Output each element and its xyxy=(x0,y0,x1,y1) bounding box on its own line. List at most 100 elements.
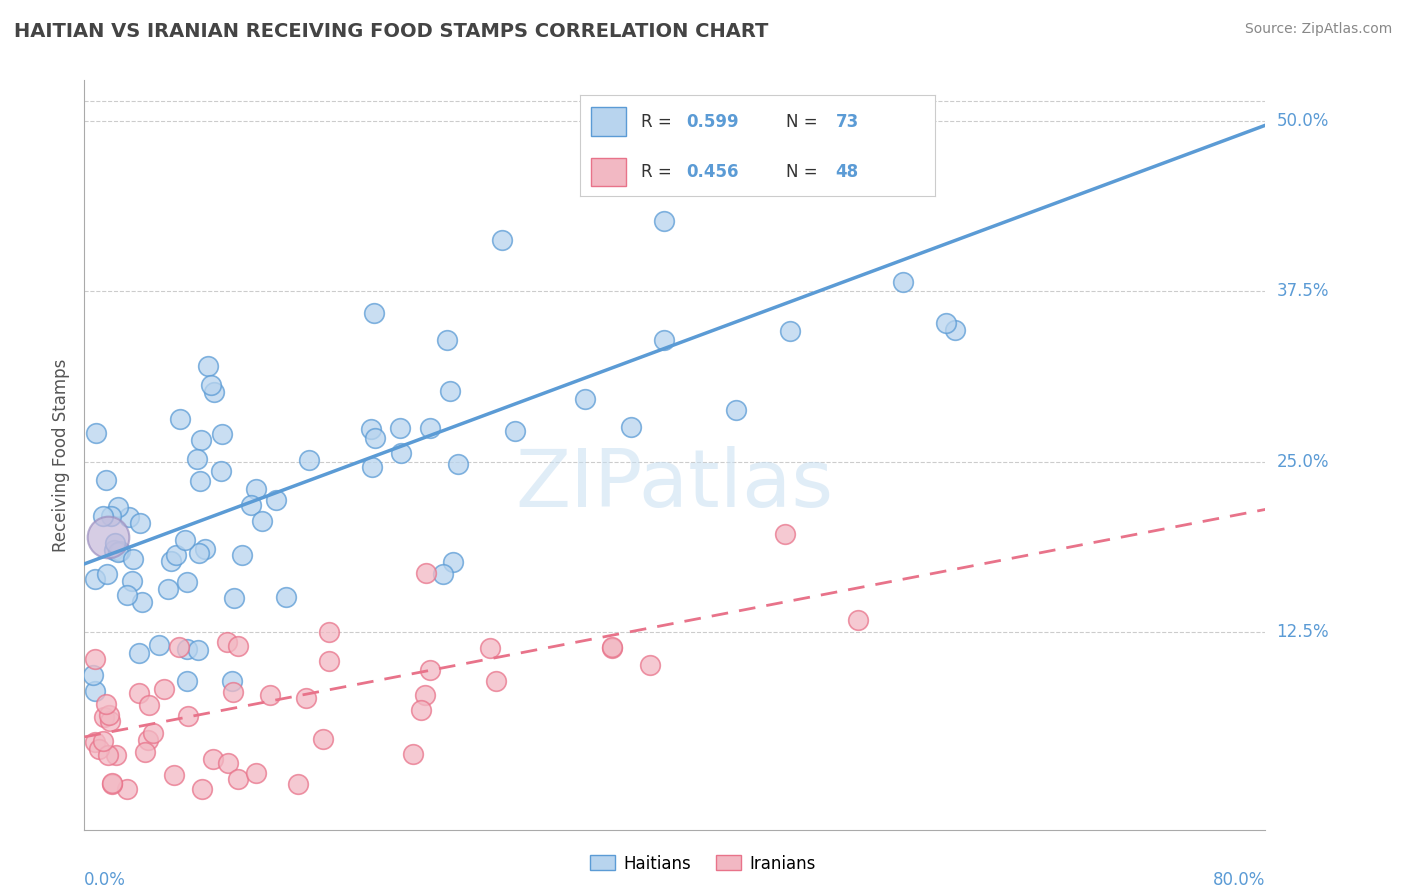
Y-axis label: Receiving Food Stamps: Receiving Food Stamps xyxy=(52,359,70,551)
Point xyxy=(226,772,249,786)
Text: 25.0%: 25.0% xyxy=(1277,453,1329,471)
Point xyxy=(191,781,214,796)
Point xyxy=(389,446,412,460)
Point xyxy=(222,684,245,698)
Point xyxy=(360,422,382,436)
Point xyxy=(98,708,121,723)
Point xyxy=(82,668,104,682)
Point xyxy=(432,566,454,581)
Point xyxy=(118,509,141,524)
Point xyxy=(108,543,131,558)
Point xyxy=(91,508,114,523)
Point xyxy=(360,460,382,475)
Text: ZIPatlas: ZIPatlas xyxy=(516,446,834,524)
Point xyxy=(93,710,115,724)
Point xyxy=(91,734,114,748)
Point xyxy=(186,452,208,467)
Point xyxy=(84,573,107,587)
Point xyxy=(419,421,441,435)
Point xyxy=(165,548,187,562)
Point xyxy=(402,747,425,762)
Point xyxy=(226,639,249,653)
Point xyxy=(209,464,232,478)
Point xyxy=(153,682,176,697)
Point xyxy=(98,714,121,728)
Point xyxy=(259,688,281,702)
Point xyxy=(891,276,914,290)
Point xyxy=(943,323,966,337)
Point xyxy=(202,384,225,399)
Point xyxy=(188,474,211,488)
Point xyxy=(478,640,501,655)
Point xyxy=(136,732,159,747)
Point xyxy=(439,384,461,398)
Text: HAITIAN VS IRANIAN RECEIVING FOOD STAMPS CORRELATION CHART: HAITIAN VS IRANIAN RECEIVING FOOD STAMPS… xyxy=(14,22,769,41)
Point xyxy=(83,651,105,665)
Point xyxy=(148,638,170,652)
Point xyxy=(484,674,506,689)
Point xyxy=(142,726,165,740)
Point xyxy=(190,433,212,447)
Point xyxy=(107,544,129,558)
Point xyxy=(177,709,200,723)
Point xyxy=(364,431,387,445)
Point xyxy=(176,642,198,657)
Point xyxy=(202,752,225,766)
Point xyxy=(134,745,156,759)
Point xyxy=(94,697,117,711)
Point xyxy=(298,453,321,467)
Point xyxy=(602,640,624,654)
Point xyxy=(311,731,333,746)
Point xyxy=(600,641,623,656)
Point xyxy=(131,594,153,608)
Point xyxy=(104,536,127,550)
Point xyxy=(103,543,125,558)
Point xyxy=(101,777,124,791)
Point xyxy=(779,324,801,338)
Point xyxy=(447,457,470,471)
Point xyxy=(245,482,267,496)
Point xyxy=(318,654,340,668)
Point xyxy=(159,554,181,568)
Point xyxy=(174,533,197,547)
Point xyxy=(935,316,957,330)
Point xyxy=(846,613,869,627)
Point xyxy=(107,500,129,514)
Point xyxy=(363,306,385,320)
Point xyxy=(389,420,412,434)
Point xyxy=(638,658,661,673)
Point xyxy=(101,776,124,790)
Point xyxy=(115,588,138,602)
Point xyxy=(725,403,748,417)
Point xyxy=(128,646,150,660)
Point xyxy=(200,377,222,392)
Point xyxy=(128,686,150,700)
Point xyxy=(889,142,911,156)
Point xyxy=(505,425,527,439)
Point xyxy=(194,542,217,557)
Point xyxy=(163,768,186,782)
Point xyxy=(245,765,267,780)
Point xyxy=(652,214,675,228)
Point xyxy=(128,516,150,530)
Point xyxy=(620,420,643,434)
Point xyxy=(169,411,191,425)
Point xyxy=(409,703,432,717)
Legend: Haitians, Iranians: Haitians, Iranians xyxy=(583,848,823,880)
Point xyxy=(419,664,441,678)
Point xyxy=(215,634,238,648)
Point xyxy=(167,640,190,655)
Text: 12.5%: 12.5% xyxy=(1277,623,1329,641)
Point xyxy=(217,756,239,771)
Point xyxy=(491,233,513,247)
Point xyxy=(294,691,316,706)
Point xyxy=(84,684,107,698)
Point xyxy=(94,473,117,487)
Point xyxy=(441,555,464,569)
Point xyxy=(197,359,219,373)
Point xyxy=(122,551,145,566)
Point xyxy=(121,574,143,588)
Point xyxy=(415,566,437,581)
Point xyxy=(224,591,246,606)
Point xyxy=(138,698,160,712)
